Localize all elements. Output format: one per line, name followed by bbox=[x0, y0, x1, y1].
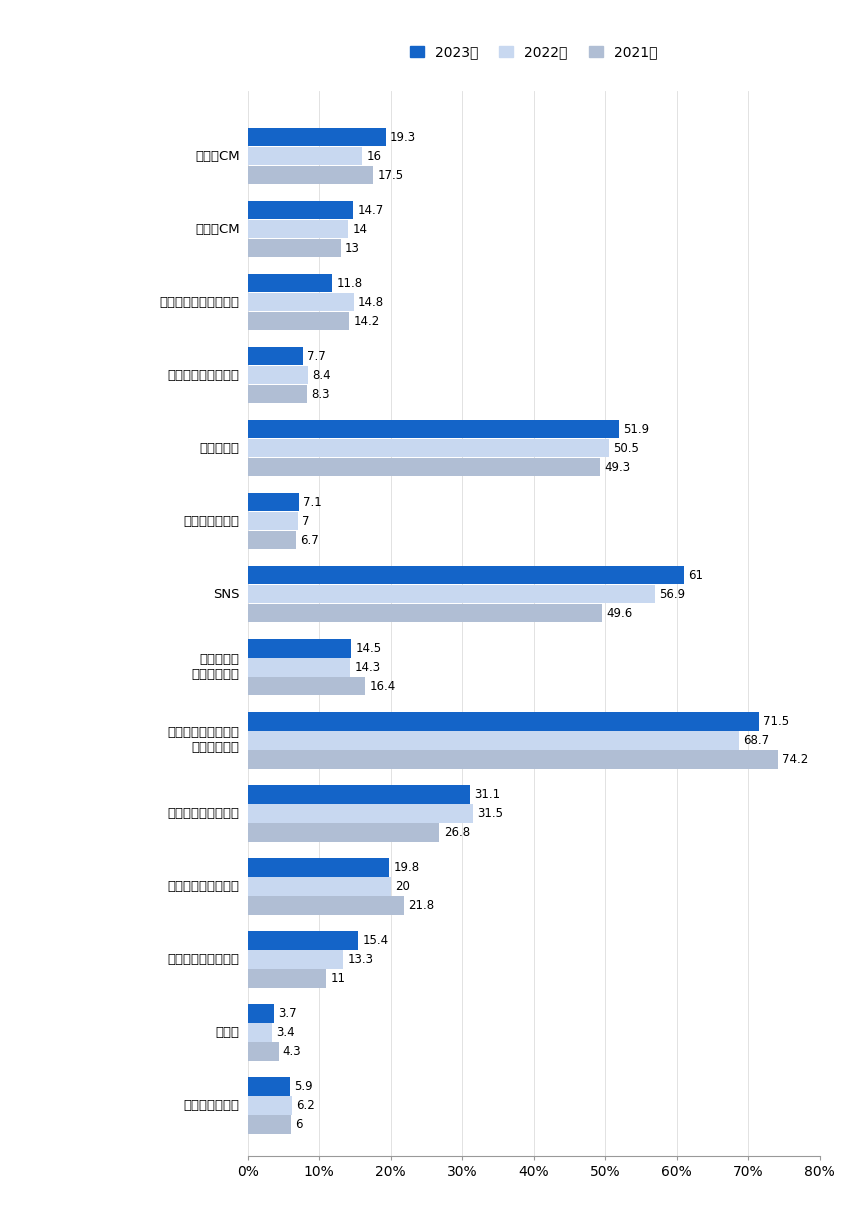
Bar bbox=[248, 531, 296, 549]
Bar bbox=[248, 312, 349, 330]
Text: 16: 16 bbox=[366, 150, 382, 163]
Bar bbox=[248, 877, 391, 895]
Bar bbox=[248, 804, 473, 822]
Text: 26.8: 26.8 bbox=[444, 826, 470, 839]
Text: 7.7: 7.7 bbox=[307, 350, 326, 363]
Bar bbox=[248, 859, 389, 877]
Text: 3.7: 3.7 bbox=[279, 1007, 298, 1019]
Bar bbox=[248, 493, 298, 512]
Text: 8.4: 8.4 bbox=[312, 369, 331, 381]
Bar bbox=[248, 147, 362, 166]
Text: 14.8: 14.8 bbox=[358, 296, 384, 308]
Text: 17.5: 17.5 bbox=[377, 168, 404, 181]
Bar bbox=[248, 731, 739, 749]
Text: 49.6: 49.6 bbox=[607, 607, 633, 620]
Bar bbox=[248, 823, 439, 842]
Bar bbox=[248, 420, 619, 438]
Bar bbox=[248, 1116, 291, 1134]
Text: 31.1: 31.1 bbox=[474, 788, 501, 801]
Text: 11.8: 11.8 bbox=[337, 276, 363, 290]
Text: 14.2: 14.2 bbox=[354, 314, 380, 328]
Text: 7.1: 7.1 bbox=[303, 496, 321, 509]
Bar bbox=[248, 750, 778, 769]
Bar bbox=[248, 274, 332, 292]
Text: 14: 14 bbox=[352, 223, 367, 235]
Text: 11: 11 bbox=[331, 972, 346, 985]
Text: 68.7: 68.7 bbox=[743, 734, 769, 747]
Text: 6: 6 bbox=[295, 1118, 303, 1132]
Bar bbox=[248, 367, 308, 385]
Text: 20: 20 bbox=[395, 879, 410, 893]
Bar bbox=[248, 513, 298, 530]
Text: 19.3: 19.3 bbox=[390, 130, 416, 144]
Bar bbox=[248, 677, 365, 695]
Text: 6.7: 6.7 bbox=[300, 533, 319, 547]
Bar bbox=[248, 166, 373, 184]
Text: 3.4: 3.4 bbox=[276, 1026, 295, 1039]
Bar bbox=[248, 385, 307, 403]
Bar bbox=[248, 786, 470, 804]
Bar bbox=[248, 970, 326, 988]
Text: 56.9: 56.9 bbox=[659, 588, 685, 600]
Bar bbox=[248, 294, 354, 312]
Bar bbox=[248, 585, 654, 603]
Bar bbox=[248, 1096, 292, 1114]
Bar bbox=[248, 1005, 275, 1023]
Bar bbox=[248, 239, 341, 257]
Text: 14.7: 14.7 bbox=[357, 203, 383, 217]
Bar bbox=[248, 639, 351, 658]
Text: 8.3: 8.3 bbox=[311, 387, 330, 401]
Legend: 2023年, 2022年, 2021年: 2023年, 2022年, 2021年 bbox=[411, 45, 657, 60]
Text: 6.2: 6.2 bbox=[297, 1099, 315, 1112]
Text: 7: 7 bbox=[302, 515, 309, 527]
Bar bbox=[248, 128, 386, 146]
Bar bbox=[248, 347, 303, 365]
Bar bbox=[248, 658, 350, 676]
Bar bbox=[248, 950, 343, 968]
Text: 71.5: 71.5 bbox=[763, 715, 790, 728]
Text: 4.3: 4.3 bbox=[283, 1045, 302, 1058]
Text: 15.4: 15.4 bbox=[362, 934, 388, 948]
Text: 74.2: 74.2 bbox=[783, 753, 808, 766]
Text: 16.4: 16.4 bbox=[370, 680, 395, 693]
Text: 19.8: 19.8 bbox=[394, 861, 420, 875]
Text: 5.9: 5.9 bbox=[294, 1080, 313, 1093]
Bar bbox=[248, 1043, 279, 1061]
Text: 50.5: 50.5 bbox=[613, 442, 639, 454]
Bar bbox=[248, 604, 603, 622]
Bar bbox=[248, 713, 759, 731]
Bar bbox=[248, 1078, 290, 1096]
Text: 49.3: 49.3 bbox=[604, 460, 631, 474]
Text: 31.5: 31.5 bbox=[477, 808, 503, 820]
Text: 61: 61 bbox=[688, 569, 703, 582]
Bar bbox=[248, 220, 348, 239]
Bar bbox=[248, 896, 404, 915]
Text: 13.3: 13.3 bbox=[347, 952, 373, 966]
Text: 14.3: 14.3 bbox=[354, 661, 381, 674]
Bar bbox=[248, 932, 358, 950]
Text: 21.8: 21.8 bbox=[408, 899, 434, 912]
Bar bbox=[248, 458, 600, 476]
Bar bbox=[248, 566, 683, 585]
Text: 13: 13 bbox=[345, 241, 360, 255]
Text: 51.9: 51.9 bbox=[623, 423, 649, 436]
Bar bbox=[248, 1023, 272, 1041]
Text: 14.5: 14.5 bbox=[356, 642, 382, 655]
Bar bbox=[248, 440, 609, 458]
Bar bbox=[248, 201, 353, 219]
